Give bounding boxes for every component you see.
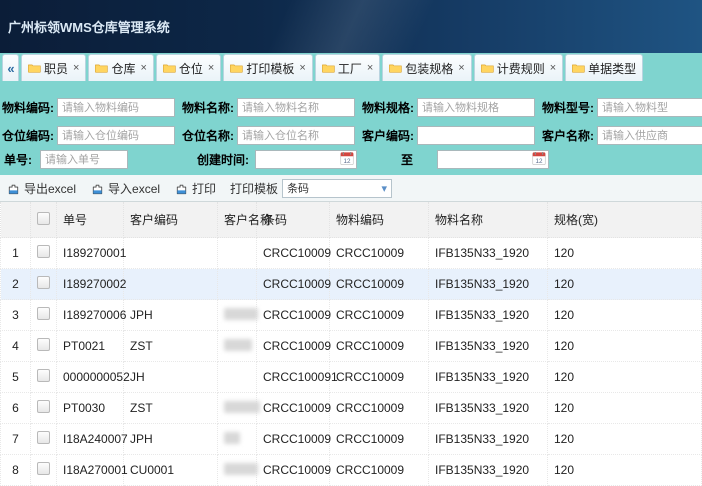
svg-text:12: 12: [535, 157, 543, 164]
svg-text:12: 12: [343, 157, 351, 164]
